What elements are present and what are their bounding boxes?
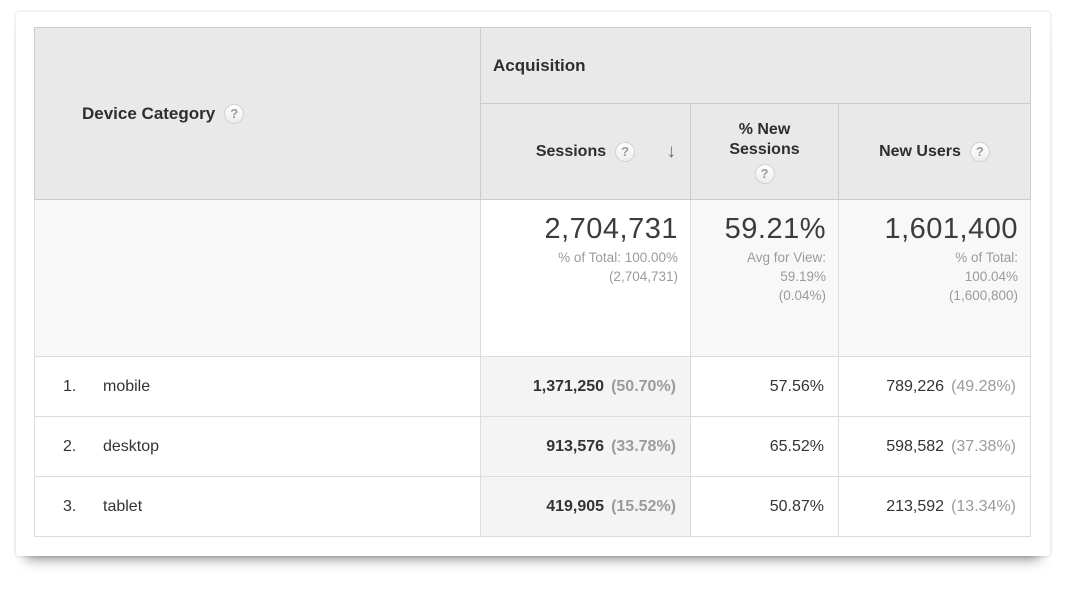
dimension-cell: 1. mobile — [34, 356, 481, 417]
new-users-total-value: 1,601,400 — [884, 213, 1018, 245]
totals-row: 2,704,731 % of Total: 100.00% (2,704,731… — [34, 199, 1031, 357]
new-users-column-header[interactable]: New Users ? — [838, 103, 1031, 200]
dimension-value: desktop — [103, 437, 160, 455]
percent-new-sessions-header-label: % New Sessions — [729, 120, 800, 158]
device-category-table: Device Category ? Acquisition Sessions ? — [34, 27, 1031, 537]
sessions-cell: 913,576 (33.78%) — [480, 416, 691, 477]
help-icon[interactable]: ? — [224, 103, 245, 124]
help-icon[interactable]: ? — [754, 163, 775, 184]
sessions-value: 1,371,250 — [532, 377, 605, 395]
help-icon[interactable]: ? — [969, 141, 990, 162]
new-users-cell: 598,582 (37.38%) — [838, 416, 1031, 477]
sessions-value: 419,905 — [546, 497, 605, 515]
new-users-percent: (37.38%) — [951, 437, 1016, 455]
metric-header-row: Sessions ? ↓ % New Sessions ? New Us — [35, 103, 1031, 200]
dimension-header-label: Device Category — [82, 103, 216, 123]
new-users-total-cell: 1,601,400 % of Total: 100.04% (1,600,800… — [838, 199, 1031, 357]
percent-new-sessions-value: 57.56% — [769, 377, 824, 395]
sessions-percent: (33.78%) — [611, 437, 676, 455]
new-users-cell: 213,592 (13.34%) — [838, 476, 1031, 537]
sessions-value: 913,576 — [546, 437, 605, 455]
sort-descending-icon[interactable]: ↓ — [666, 140, 677, 162]
sessions-cell: 419,905 (15.52%) — [480, 476, 691, 537]
new-users-percent: (13.34%) — [951, 497, 1016, 515]
sessions-cell: 1,371,250 (50.70%) — [480, 356, 691, 417]
table-row: 1. mobile 1,371,250 (50.70%) 57.56% 789,22… — [34, 356, 1031, 417]
dimension-value: tablet — [103, 497, 143, 515]
acquisition-group-header: Acquisition — [480, 27, 1031, 104]
new-users-total-subtext: % of Total: 100.04% (1,600,800) — [948, 250, 1018, 303]
dimension-cell: 2. desktop — [34, 416, 481, 477]
sessions-column-header[interactable]: Sessions ? ↓ — [480, 103, 691, 200]
sessions-percent: (15.52%) — [611, 497, 676, 515]
new-users-header-label: New Users — [879, 142, 961, 160]
percent-new-sessions-value: 50.87% — [769, 497, 824, 515]
sessions-total-cell: 2,704,731 % of Total: 100.00% (2,704,731… — [480, 199, 691, 357]
percent-new-sessions-total-cell: 59.21% Avg for View: 59.19% (0.04%) — [690, 199, 839, 357]
sessions-total-value: 2,704,731 — [544, 213, 678, 245]
sessions-total-subtext: % of Total: 100.00% (2,704,731) — [558, 250, 678, 284]
new-users-value: 213,592 — [886, 497, 945, 515]
acquisition-group-label: Acquisition — [493, 55, 586, 75]
percent-new-sessions-cell: 65.52% — [690, 416, 839, 477]
dimension-cell: 3. tablet — [34, 476, 481, 537]
new-users-percent: (49.28%) — [951, 377, 1016, 395]
new-users-cell: 789,226 (49.28%) — [838, 356, 1031, 417]
dimension-column-header[interactable]: Device Category ? — [34, 27, 481, 200]
group-header-row: Device Category ? Acquisition — [34, 27, 1031, 200]
percent-new-sessions-column-header[interactable]: % New Sessions ? — [690, 103, 839, 200]
help-icon[interactable]: ? — [615, 141, 636, 162]
dimension-value: mobile — [103, 377, 151, 395]
totals-dimension-cell — [34, 199, 481, 357]
row-rank: 3. — [63, 497, 77, 515]
row-rank: 1. — [63, 377, 77, 395]
row-rank: 2. — [63, 437, 77, 455]
percent-new-sessions-total-value: 59.21% — [724, 213, 826, 245]
percent-new-sessions-cell: 57.56% — [690, 356, 839, 417]
report-card: Device Category ? Acquisition Sessions ? — [16, 12, 1050, 556]
sessions-header-label: Sessions — [535, 142, 607, 160]
sessions-percent: (50.70%) — [611, 377, 676, 395]
percent-new-sessions-total-subtext: Avg for View: 59.19% (0.04%) — [746, 250, 826, 303]
percent-new-sessions-value: 65.52% — [769, 437, 824, 455]
new-users-value: 598,582 — [886, 437, 945, 455]
table-row: 2. desktop 913,576 (33.78%) 65.52% 598,582… — [34, 416, 1031, 477]
table-row: 3. tablet 419,905 (15.52%) 50.87% 213,592 (… — [34, 476, 1031, 537]
percent-new-sessions-cell: 50.87% — [690, 476, 839, 537]
new-users-value: 789,226 — [886, 377, 945, 395]
